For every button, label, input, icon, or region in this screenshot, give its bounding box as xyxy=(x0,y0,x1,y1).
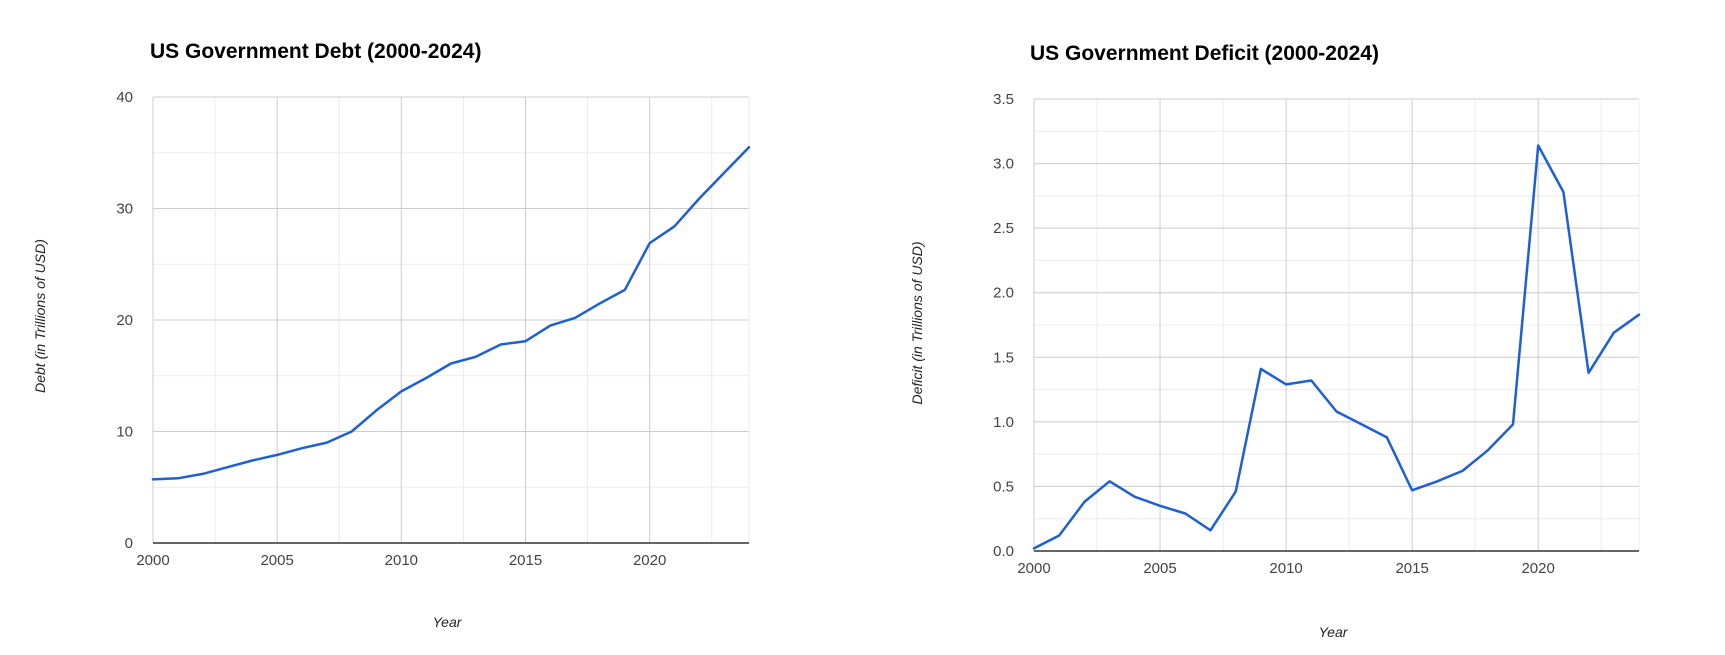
deficit-data-point xyxy=(1158,503,1163,508)
deficit-data-point xyxy=(1611,330,1616,335)
deficit-chart-title: US Government Deficit (2000-2024) xyxy=(1030,42,1379,65)
deficit-data-point xyxy=(1485,448,1490,453)
debt-data-point xyxy=(399,389,404,394)
deficit-y-axis-title: Deficit (in Trillions of USD) xyxy=(909,241,925,404)
debt-data-point xyxy=(424,375,429,380)
deficit-x-tick-label: 2000 xyxy=(1017,560,1050,577)
deficit-data-point xyxy=(1384,435,1389,440)
debt-x-axis-title: Year xyxy=(433,614,463,630)
debt-y-tick-label: 10 xyxy=(116,424,133,441)
debt-data-point xyxy=(722,170,727,175)
deficit-x-tick-label: 2010 xyxy=(1269,560,1302,577)
debt-chart: US Government Debt (2000-2024) 0 10 20 30 40… xyxy=(32,40,752,630)
deficit-data-point xyxy=(1233,489,1238,494)
deficit-y-tick-label: 2.0 xyxy=(993,285,1014,302)
deficit-data-point xyxy=(1208,528,1213,533)
deficit-x-tick-label: 2005 xyxy=(1143,560,1176,577)
debt-series-line xyxy=(151,145,751,481)
deficit-y-tick-label: 2.5 xyxy=(993,220,1014,237)
debt-y-tick-label: 20 xyxy=(116,312,133,329)
debt-data-point xyxy=(473,354,478,359)
debt-gridlines xyxy=(152,96,750,544)
debt-x-axis: 2000 2005 2010 2015 2020 xyxy=(136,552,666,569)
deficit-data-point xyxy=(1460,468,1465,473)
debt-data-point xyxy=(523,339,528,344)
debt-y-tick-label: 0 xyxy=(125,535,133,552)
deficit-x-tick-label: 2020 xyxy=(1521,560,1554,577)
deficit-y-tick-label: 3.5 xyxy=(993,91,1014,108)
debt-y-tick-label: 40 xyxy=(116,89,133,106)
debt-data-point xyxy=(548,323,553,328)
deficit-data-point xyxy=(1183,511,1188,516)
debt-data-point xyxy=(324,440,329,445)
debt-data-point xyxy=(697,196,702,201)
debt-x-tick-label: 2000 xyxy=(136,552,169,569)
deficit-x-axis-title: Year xyxy=(1319,624,1349,640)
debt-data-point xyxy=(598,301,603,306)
deficit-y-tick-label: 1.5 xyxy=(993,349,1014,366)
debt-data-point xyxy=(622,287,627,292)
deficit-series-line xyxy=(1032,144,1641,550)
deficit-gridlines xyxy=(1033,98,1640,552)
debt-chart-title: US Government Debt (2000-2024) xyxy=(150,40,481,63)
deficit-data-point xyxy=(1586,370,1591,375)
deficit-data-point xyxy=(1334,409,1339,414)
deficit-y-tick-label: 3.0 xyxy=(993,156,1014,173)
debt-data-point xyxy=(151,477,156,482)
deficit-y-tick-label: 0.0 xyxy=(993,543,1014,560)
deficit-data-point xyxy=(1032,546,1037,551)
debt-data-point xyxy=(175,476,180,481)
deficit-data-point xyxy=(1510,422,1515,427)
deficit-series xyxy=(1032,143,1642,551)
deficit-data-point xyxy=(1410,488,1415,493)
debt-data-point xyxy=(647,241,652,246)
debt-x-tick-label: 2020 xyxy=(633,552,666,569)
deficit-data-point xyxy=(1107,479,1112,484)
debt-data-point xyxy=(449,361,454,366)
deficit-data-point xyxy=(1057,533,1062,538)
deficit-chart: US Government Deficit (2000-2024) 0.0 0.5… xyxy=(909,42,1642,640)
debt-y-tick-label: 30 xyxy=(116,201,133,218)
deficit-data-point xyxy=(1258,366,1263,371)
debt-data-point xyxy=(200,471,205,476)
debt-y-axis-title: Debt (in Trillions of USD) xyxy=(32,239,48,393)
debt-data-point xyxy=(300,446,305,451)
debt-data-point xyxy=(573,315,578,320)
debt-x-tick-label: 2015 xyxy=(509,552,542,569)
deficit-data-point xyxy=(1132,494,1137,499)
debt-y-axis: 0 10 20 30 40 xyxy=(116,89,133,552)
deficit-y-tick-label: 1.0 xyxy=(993,414,1014,431)
deficit-x-tick-label: 2015 xyxy=(1395,560,1428,577)
debt-series xyxy=(151,145,752,482)
deficit-data-point xyxy=(1284,382,1289,387)
debt-data-point xyxy=(349,429,354,434)
deficit-y-tick-label: 0.5 xyxy=(993,478,1014,495)
deficit-data-point xyxy=(1082,499,1087,504)
deficit-y-axis: 0.0 0.5 1.0 1.5 2.0 2.5 3.0 3.5 xyxy=(993,91,1014,560)
deficit-data-point xyxy=(1536,143,1541,148)
debt-data-point xyxy=(275,452,280,457)
deficit-data-point xyxy=(1359,422,1364,427)
debt-data-point xyxy=(250,458,255,463)
deficit-data-point xyxy=(1561,189,1566,194)
debt-data-point xyxy=(672,224,677,229)
debt-data-point xyxy=(498,342,503,347)
debt-x-tick-label: 2005 xyxy=(260,552,293,569)
deficit-data-point xyxy=(1637,312,1642,317)
deficit-data-point xyxy=(1435,479,1440,484)
debt-data-point xyxy=(747,145,752,150)
debt-data-point xyxy=(374,408,379,413)
deficit-x-axis: 2000 2005 2010 2015 2020 xyxy=(1017,560,1555,577)
debt-data-point xyxy=(225,465,230,470)
debt-x-tick-label: 2010 xyxy=(385,552,418,569)
deficit-data-point xyxy=(1309,378,1314,383)
